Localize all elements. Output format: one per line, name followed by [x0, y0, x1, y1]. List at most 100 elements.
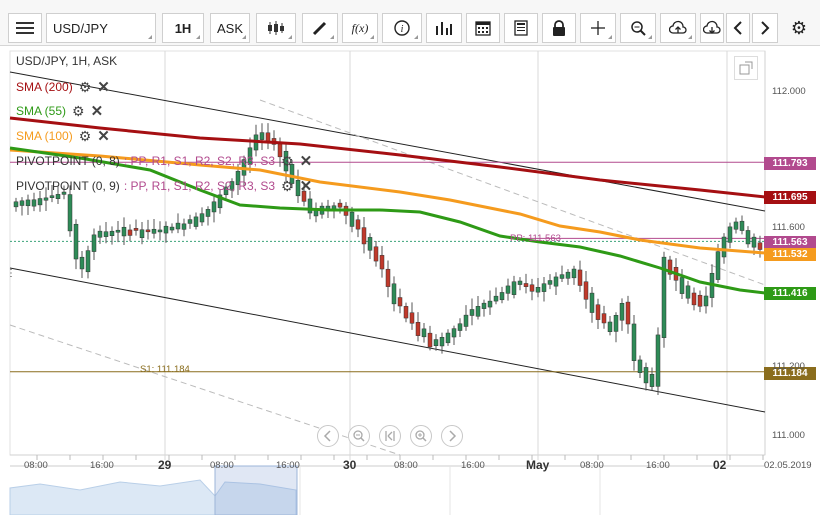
gear-icon: ⚙ [790, 17, 808, 38]
bull-candle [151, 228, 157, 234]
bull-candle [541, 283, 547, 292]
bull-candle [733, 221, 739, 230]
bull-candle [229, 181, 235, 191]
bull-candle [553, 276, 559, 287]
price-tag-sma55: 111.416 [764, 287, 816, 300]
zoom-in-button[interactable] [409, 424, 433, 453]
gear-icon[interactable]: ⚙ [281, 177, 294, 194]
next-button[interactable] [440, 424, 464, 453]
bull-candle [235, 170, 241, 186]
overlay-lines [9, 71, 766, 456]
bear-candle [133, 228, 139, 231]
download-button[interactable] [700, 13, 724, 43]
bull-candle [685, 285, 691, 299]
prev-button[interactable] [316, 424, 340, 453]
lock-button[interactable] [542, 13, 576, 43]
symbol-label: USD/JPY [53, 20, 108, 36]
bull-candle [169, 226, 175, 231]
bull-candle [157, 229, 163, 233]
channel-lower [9, 267, 766, 413]
zoom-button[interactable] [620, 13, 656, 43]
scroll-left-button[interactable] [726, 13, 750, 43]
close-icon[interactable]: ✕ [97, 128, 110, 145]
bull-candle [475, 306, 481, 317]
close-icon[interactable]: ✕ [97, 79, 110, 96]
bull-candle [289, 164, 295, 184]
info-button[interactable]: i [382, 13, 422, 43]
symbol-select[interactable]: USD/JPY [46, 13, 156, 43]
close-icon[interactable]: ✕ [299, 153, 313, 170]
x-tick: 08:00 [24, 460, 48, 471]
x-tick: 08:00 [580, 460, 604, 471]
sma55-legend: SMA (55) ⚙ ✕ [16, 102, 104, 121]
close-icon[interactable]: ✕ [90, 103, 104, 120]
gear-icon[interactable]: ⚙ [281, 152, 294, 169]
bear-candle [337, 202, 343, 208]
resize-handle[interactable]: ⋮ [6, 268, 16, 279]
info-icon: i [394, 20, 410, 36]
expand-button[interactable] [734, 56, 758, 80]
bull-candle [613, 315, 619, 332]
bull-candle [37, 198, 43, 206]
bull-candle [745, 230, 751, 245]
function-button[interactable]: f(x) [342, 13, 378, 43]
x-tick: 16:00 [90, 460, 114, 471]
indicators-button[interactable] [426, 13, 462, 43]
price-type-select[interactable]: ASK [210, 13, 250, 43]
bear-candle [523, 283, 529, 287]
gear-icon[interactable]: ⚙ [78, 78, 92, 95]
chart-title: USD/JPY, 1H, ASK [16, 54, 118, 68]
bull-candle [487, 300, 493, 308]
navigator-window [214, 465, 298, 515]
bull-candle [67, 194, 73, 232]
scroll-right-button[interactable] [752, 13, 778, 43]
chart-type-button[interactable] [256, 13, 296, 43]
menu-button[interactable] [8, 13, 42, 43]
bear-candle [529, 284, 535, 292]
draw-tool-button[interactable] [302, 13, 338, 43]
document-button[interactable] [504, 13, 538, 43]
close-icon[interactable]: ✕ [299, 178, 313, 195]
bull-candle [199, 213, 205, 223]
bull-candle [517, 280, 523, 285]
bull-candle [307, 198, 313, 214]
navigator [9, 465, 765, 515]
crosshair-icon [591, 21, 605, 35]
bull-candle [49, 195, 55, 198]
bull-candle [367, 237, 373, 251]
gear-icon[interactable]: ⚙ [78, 127, 92, 144]
bull-candle [727, 226, 733, 243]
bull-candle [631, 323, 637, 361]
timeframe-select[interactable]: 1H [162, 13, 204, 43]
navigator-area [9, 479, 297, 515]
bull-candle [439, 337, 445, 347]
upload-button[interactable] [660, 13, 696, 43]
settings-button[interactable]: ⚙ [784, 13, 814, 43]
x-tick: 16:00 [461, 460, 485, 471]
bull-candle [481, 302, 487, 309]
calendar-button[interactable] [466, 13, 500, 43]
crosshair-button[interactable] [580, 13, 616, 43]
bull-candle [79, 256, 85, 270]
price-type-label: ASK [216, 20, 243, 36]
bull-candle [31, 199, 37, 207]
x-tick: 08:00 [210, 460, 234, 471]
reset-button[interactable] [378, 424, 402, 453]
bull-candle [13, 201, 19, 208]
bull-candle [109, 230, 115, 236]
zoom-out-button[interactable] [347, 424, 371, 453]
bear-candle [625, 301, 631, 325]
bull-candle [493, 295, 499, 302]
bull-candle [421, 328, 427, 338]
sma100-label: SMA (100) [16, 129, 73, 143]
lock-icon [553, 20, 565, 36]
x-tick: 02 [713, 458, 727, 472]
bear-candle [355, 219, 361, 230]
bull-candle [661, 256, 667, 338]
gear-icon[interactable]: ⚙ [72, 102, 85, 119]
document-icon [514, 20, 528, 36]
sma200-label: SMA (200) [16, 80, 73, 94]
bull-candle [349, 211, 355, 227]
bear-candle [691, 292, 697, 306]
bull-candle [139, 229, 145, 239]
